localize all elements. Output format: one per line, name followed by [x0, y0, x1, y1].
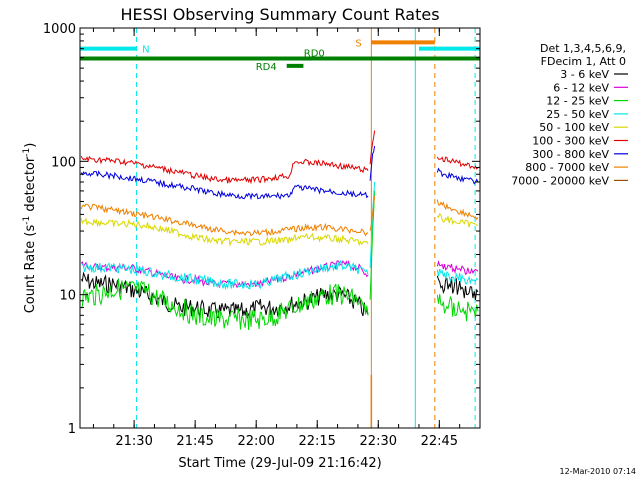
footer-date: 12-Mar-2010 07:14: [560, 467, 637, 476]
x-tick-label: 22:00: [237, 434, 274, 449]
series-line-25-50keV: [80, 259, 369, 291]
state-bar-label: N: [142, 45, 149, 56]
state-bar-label: RD4: [256, 62, 277, 73]
x-tick-label: 22:45: [421, 434, 458, 449]
legend-entry-label: 6 - 12 keV: [553, 81, 609, 94]
after-gap-line: [436, 199, 479, 221]
y-tick-label: 1: [68, 422, 76, 437]
series-line-300-800keV: [80, 170, 369, 201]
x-tick-label: 21:30: [115, 434, 152, 449]
legend-header: Det 1,3,4,5,6,9,: [540, 42, 626, 55]
y-tick-label: 10: [59, 289, 76, 304]
after-gap-line: [436, 260, 479, 276]
legend-entry-label: 3 - 6 keV: [560, 68, 609, 81]
series-line-50-100keV: [80, 217, 369, 247]
legend-entry-label: 100 - 300 keV: [532, 135, 609, 148]
plot-frame: [79, 27, 481, 429]
series-line-12-25keV: [80, 279, 369, 331]
x-tick-label: 21:45: [176, 434, 213, 449]
after-gap-line: [436, 167, 479, 185]
y-tick-label: 1000: [43, 22, 76, 37]
legend: Det 1,3,4,5,6,9,FDecim 1, Att 03 - 6 keV…: [511, 42, 628, 187]
y-axis-label: Count Rate (s-1 detector-1): [22, 143, 38, 314]
after-gap-line: [436, 294, 479, 322]
y-axis: 1 10 100 1000: [43, 22, 480, 437]
flare-line: [369, 195, 376, 231]
series-line-800-7000keV: [80, 203, 369, 237]
plot-area: N S RD0 RD4: [80, 28, 480, 428]
legend-entry-label: 25 - 50 keV: [546, 108, 609, 121]
after-gap-line: [436, 212, 479, 228]
y-axis-label-part: detector: [23, 156, 38, 216]
x-axis: 21:30 21:45 22:00 22:15 22:30 22:45: [92, 28, 481, 449]
series-line-3-6keV: [80, 271, 369, 319]
x-tick-label: 22:15: [298, 434, 335, 449]
flare-line: [369, 130, 376, 165]
after-gap-line: [436, 156, 479, 170]
legend-entry-label: 7000 - 20000 keV: [511, 174, 609, 187]
y-axis-label-part: -1: [22, 148, 32, 157]
legend-entry-label: 50 - 100 keV: [539, 121, 609, 134]
legend-entry-label: 300 - 800 keV: [532, 148, 609, 161]
legend-entry-label: 800 - 7000 keV: [525, 161, 609, 174]
y-axis-label-part: ): [23, 143, 38, 148]
series-line-100-300keV: [80, 155, 369, 185]
state-bar-label: S: [355, 38, 361, 49]
chart-title: HESSI Observing Summary Count Rates: [120, 5, 439, 24]
x-tick-label: 22:30: [360, 434, 397, 449]
legend-header: FDecim 1, Att 0: [541, 55, 626, 68]
y-tick-label: 100: [51, 155, 76, 170]
state-bar-label: RD0: [304, 49, 325, 60]
y-axis-label-part: -1: [22, 216, 32, 225]
after-gap-line: [436, 268, 479, 285]
x-axis-label: Start Time (29-Jul-09 21:16:42): [178, 456, 381, 471]
y-axis-label-part: Count Rate (s: [23, 225, 38, 314]
after-gap-line: [436, 275, 479, 300]
flare-line: [369, 146, 376, 181]
legend-entry-label: 12 - 25 keV: [546, 95, 609, 108]
